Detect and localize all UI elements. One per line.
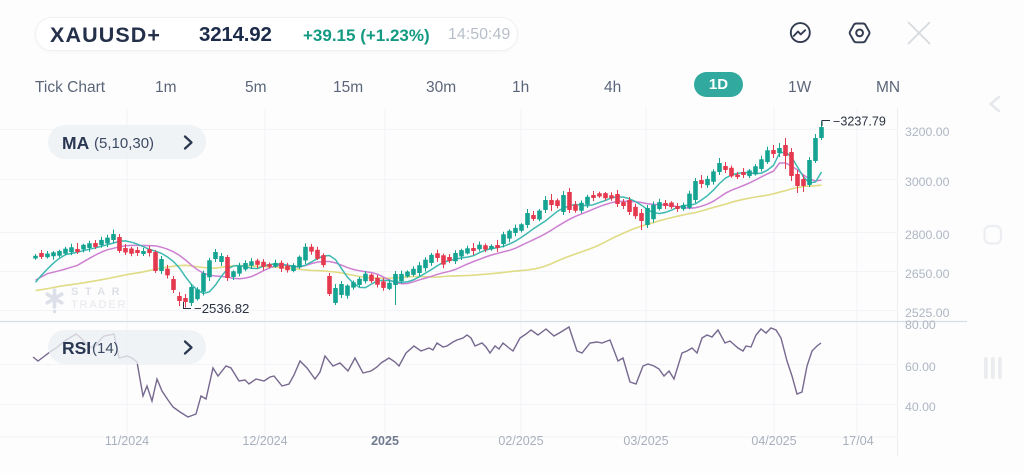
svg-text:17/04: 17/04	[842, 434, 873, 448]
svg-text:−2536.82: −2536.82	[194, 301, 249, 316]
svg-text:03/2025: 03/2025	[623, 434, 668, 448]
svg-text:2650.00: 2650.00	[905, 267, 950, 281]
svg-text:60.00: 60.00	[905, 360, 936, 374]
svg-text:2525.00: 2525.00	[905, 306, 950, 320]
svg-text:2800.00: 2800.00	[905, 228, 950, 242]
svg-text:11/2024: 11/2024	[105, 434, 149, 448]
svg-text:04/2025: 04/2025	[751, 434, 796, 448]
svg-text:2025: 2025	[371, 434, 399, 448]
svg-text:12/2024: 12/2024	[242, 434, 287, 448]
svg-text:3000.00: 3000.00	[905, 175, 950, 189]
svg-text:80.00: 80.00	[905, 318, 936, 332]
svg-text:−3237.79: −3237.79	[833, 115, 886, 129]
svg-text:02/2025: 02/2025	[498, 434, 543, 448]
svg-text:3200.00: 3200.00	[905, 125, 950, 139]
svg-text:40.00: 40.00	[905, 400, 936, 414]
